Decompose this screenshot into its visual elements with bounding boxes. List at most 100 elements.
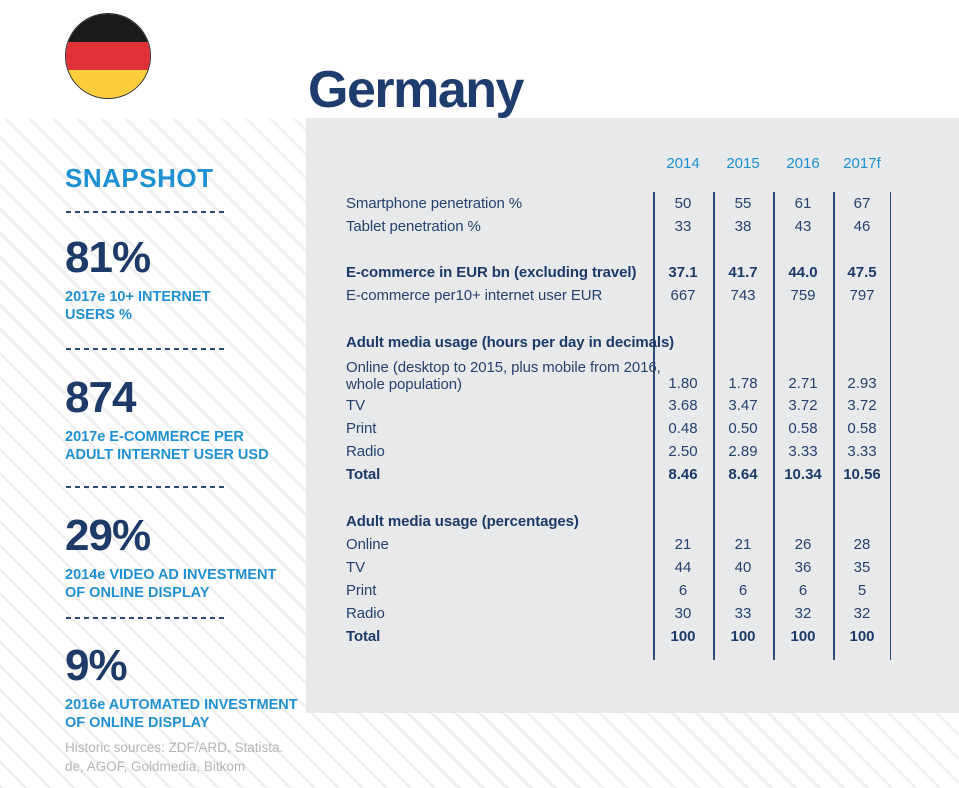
table-row-radio-pct: Radio 30 33 32 32	[346, 602, 891, 625]
stat-value: 29%	[65, 511, 151, 560]
cell-value: 100	[790, 628, 816, 645]
cell-value: 37.1	[668, 264, 698, 281]
cell-value: 100	[670, 628, 696, 645]
cell-value: 0.50	[728, 420, 758, 437]
cell-value: 30	[674, 605, 692, 622]
cell-value: 67	[853, 195, 871, 212]
cell-value: 33	[734, 605, 752, 622]
year-column-header: 2017f	[843, 154, 881, 172]
year-column-header: 2014	[666, 154, 700, 172]
row-label: Online	[346, 536, 389, 553]
table-row-ecommerce-per-user: E-commerce per10+ internet user EUR 667 …	[346, 284, 891, 307]
cell-value: 6	[678, 582, 688, 599]
table-body: Smartphone penetration % 50 55 61 67 Tab…	[346, 192, 891, 660]
table-row-online-pct: Online 21 21 26 28	[346, 533, 891, 556]
cell-value: 32	[853, 605, 871, 622]
section-header-label: Adult media usage (hours per day in deci…	[346, 334, 675, 351]
cell-value: 0.48	[668, 420, 698, 437]
flag-band-red	[66, 42, 150, 70]
cell-value: 10.34	[784, 466, 822, 483]
row-label: Radio	[346, 443, 385, 460]
cell-value: 3.72	[847, 397, 877, 414]
historic-sources-note: Historic sources: ZDF/ARD, Statista. de,…	[65, 740, 284, 774]
cell-value: 44	[674, 559, 692, 576]
cell-value: 47.5	[847, 264, 877, 281]
stat-automated-investment: 9% 2016e AUTOMATED INVESTMENT OF ONLINE …	[65, 644, 310, 732]
stat-label: 2014e VIDEO AD INVESTMENT OF ONLINE DISP…	[65, 567, 277, 601]
cell-value: 21	[734, 536, 752, 553]
cell-value: 100	[849, 628, 875, 645]
row-label: TV	[346, 397, 365, 414]
cell-value: 1.80	[668, 375, 698, 392]
row-spacer	[346, 486, 891, 510]
cell-value: 2.50	[668, 443, 698, 460]
cell-value: 3.68	[668, 397, 698, 414]
dashed-divider	[66, 348, 228, 350]
snapshot-heading: SNAPSHOT	[65, 163, 214, 193]
column-divider	[653, 192, 655, 660]
cell-value: 10.56	[843, 466, 881, 483]
row-label: Print	[346, 420, 377, 437]
dashed-divider	[66, 617, 228, 619]
row-label: Radio	[346, 605, 385, 622]
row-label: Total	[346, 628, 381, 645]
stat-value: 81%	[65, 233, 151, 282]
cell-value: 41.7	[728, 264, 758, 281]
row-label: Online (desktop to 2015, plus mobile fro…	[346, 359, 661, 393]
cell-value: 0.58	[847, 420, 877, 437]
cell-value: 0.58	[788, 420, 818, 437]
column-divider	[713, 192, 715, 660]
row-spacer	[346, 238, 891, 261]
row-label: Smartphone penetration %	[346, 195, 523, 212]
year-column-header: 2016	[786, 154, 820, 172]
cell-value: 5	[857, 582, 867, 599]
stat-internet-users: 81% 2017e 10+ INTERNET USERS %	[65, 236, 310, 324]
cell-value: 21	[674, 536, 692, 553]
table-row-ecommerce-eur-bn: E-commerce in EUR bn (excluding travel) …	[346, 261, 891, 284]
cell-value: 100	[730, 628, 756, 645]
stat-video-ad-investment: 29% 2014e VIDEO AD INVESTMENT OF ONLINE …	[65, 514, 310, 602]
cell-value: 50	[674, 195, 692, 212]
cell-value: 667	[670, 287, 696, 304]
cell-value: 26	[794, 536, 812, 553]
stat-label: 2016e AUTOMATED INVESTMENT OF ONLINE DIS…	[65, 697, 298, 731]
stat-value: 874	[65, 373, 136, 422]
table-section-header-percentages: Adult media usage (percentages)	[346, 510, 891, 533]
table-row-online-hours: Online (desktop to 2015, plus mobile fro…	[346, 354, 891, 394]
cell-value: 3.33	[788, 443, 818, 460]
row-label: E-commerce in EUR bn (excluding travel)	[346, 264, 637, 281]
cell-value: 8.64	[728, 466, 758, 483]
cell-value: 33	[674, 218, 692, 235]
dashed-divider	[66, 211, 228, 213]
snapshot-sidebar: SNAPSHOT 81% 2017e 10+ INTERNET USERS % …	[65, 0, 310, 788]
cell-value: 2.71	[788, 375, 818, 392]
column-divider	[889, 192, 891, 660]
year-column-header: 2015	[726, 154, 760, 172]
cell-value: 44.0	[788, 264, 818, 281]
stat-label: 2017e E-COMMERCE PER ADULT INTERNET USER…	[65, 429, 269, 463]
table-row-print-pct: Print 6 6 6 5	[346, 579, 891, 602]
dashed-divider	[66, 486, 228, 488]
table-section-header-hours: Adult media usage (hours per day in deci…	[346, 331, 891, 354]
stat-label: 2017e 10+ INTERNET USERS %	[65, 289, 211, 323]
cell-value: 3.72	[788, 397, 818, 414]
cell-value: 2.93	[847, 375, 877, 392]
table-row-total-hours: Total 8.46 8.64 10.34 10.56	[346, 463, 891, 486]
data-table-panel: 2014 2015 2016 2017f Smartphone penetrat…	[306, 118, 959, 713]
table-row-tv-hours: TV 3.68 3.47 3.72 3.72	[346, 394, 891, 417]
column-divider	[773, 192, 775, 660]
cell-value: 1.78	[728, 375, 758, 392]
table-row-tv-pct: TV 44 40 36 35	[346, 556, 891, 579]
cell-value: 36	[794, 559, 812, 576]
cell-value: 6	[798, 582, 808, 599]
cell-value: 61	[794, 195, 812, 212]
cell-value: 28	[853, 536, 871, 553]
cell-value: 8.46	[668, 466, 698, 483]
cell-value: 759	[790, 287, 816, 304]
cell-value: 3.33	[847, 443, 877, 460]
table-row-print-hours: Print 0.48 0.50 0.58 0.58	[346, 417, 891, 440]
cell-value: 32	[794, 605, 812, 622]
row-label: E-commerce per10+ internet user EUR	[346, 287, 603, 304]
row-label: Print	[346, 582, 377, 599]
